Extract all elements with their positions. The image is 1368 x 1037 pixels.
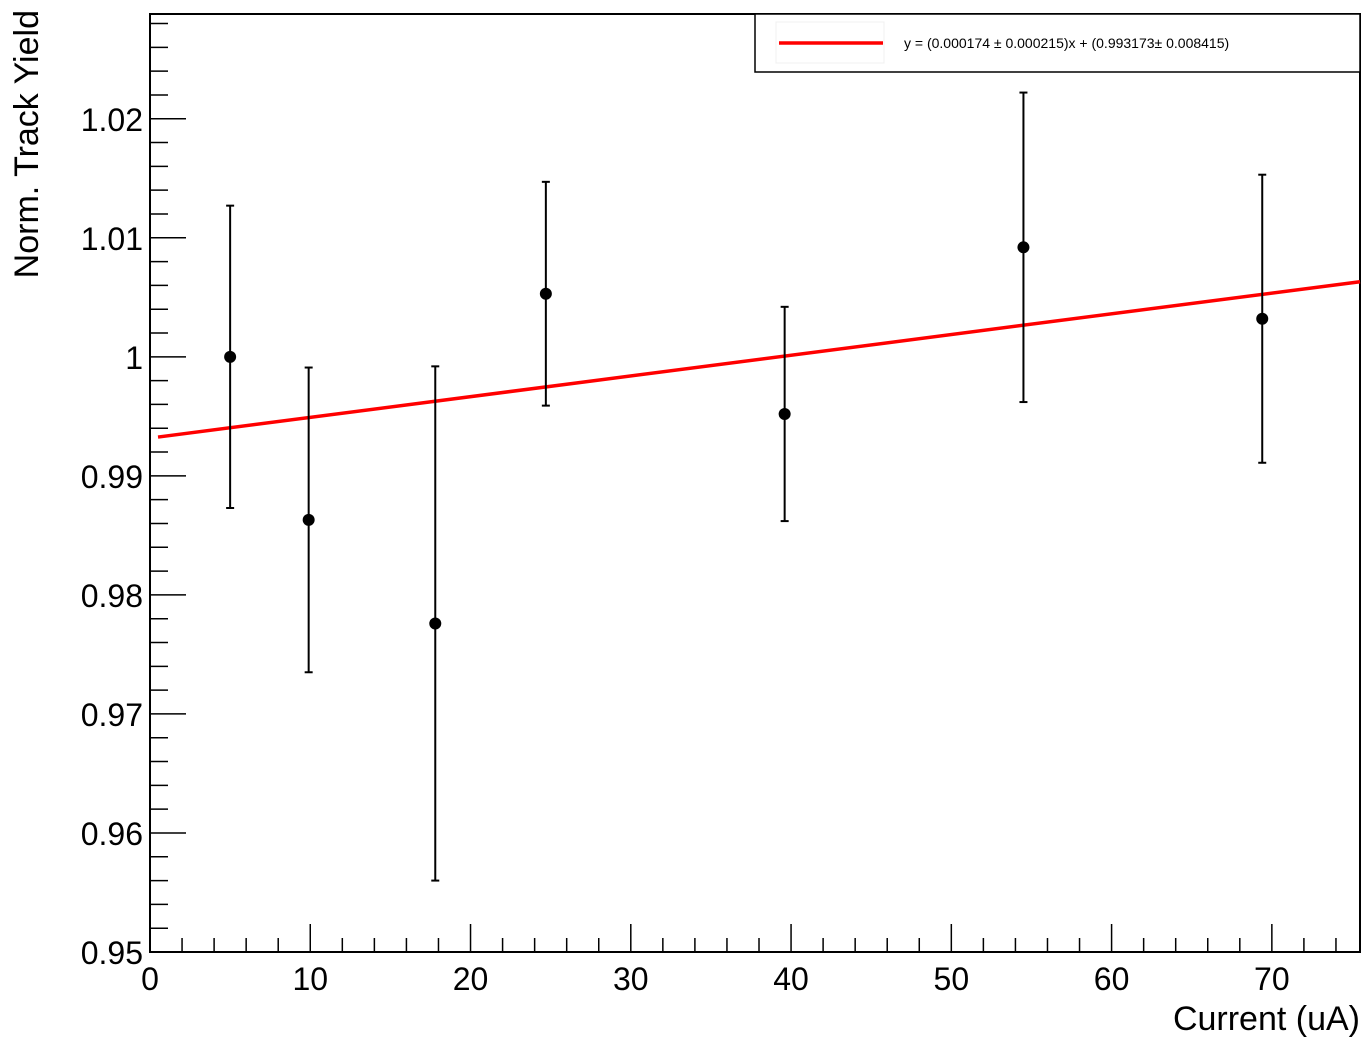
x-tick-label: 50	[934, 961, 970, 997]
x-tick-label: 60	[1094, 961, 1130, 997]
data-point	[539, 287, 552, 300]
plot-frame	[149, 13, 1361, 953]
ticks-layer: 0 10 20 30 40 50 60 70 0.95 0.96 0.97 0.98 0.99 1 1.01…	[81, 22, 1337, 997]
legend: y = (0.000174 ± 0.000215)x + (0.993173± …	[754, 13, 1361, 73]
data-layer	[224, 91, 1269, 882]
data-point	[302, 513, 315, 526]
x-tick-label: 20	[453, 961, 489, 997]
x-tick-label: 40	[773, 961, 809, 997]
data-point	[224, 350, 237, 363]
y-tick-label: 0.97	[81, 697, 143, 733]
y-tick-label: 0.95	[81, 935, 143, 971]
y-tick-label: 1.01	[81, 221, 143, 257]
y-tick-label: 0.96	[81, 816, 143, 852]
data-point	[778, 407, 791, 420]
fit-layer	[157, 279, 1361, 439]
data-point	[1256, 312, 1269, 325]
legend-swatch-frame	[775, 21, 885, 64]
y-tick-label: 0.99	[81, 459, 143, 495]
data-point	[1017, 241, 1030, 254]
x-tick-label: 10	[292, 961, 328, 997]
y-tick-label: 1.02	[81, 102, 143, 138]
x-tick-label: 30	[613, 961, 649, 997]
fit-line	[157, 279, 1361, 439]
y-tick-label: 1	[125, 340, 143, 376]
x-tick-label: 70	[1254, 961, 1290, 997]
legend-entry-label: y = (0.000174 ± 0.000215)x + (0.993173± …	[904, 35, 1229, 51]
data-point	[429, 617, 442, 630]
y-axis-label: Norm. Track Yield	[8, 10, 46, 278]
x-axis-label: Current (uA)	[1173, 1000, 1360, 1037]
y-tick-label: 0.98	[81, 578, 143, 614]
x-tick-label: 0	[141, 961, 159, 997]
